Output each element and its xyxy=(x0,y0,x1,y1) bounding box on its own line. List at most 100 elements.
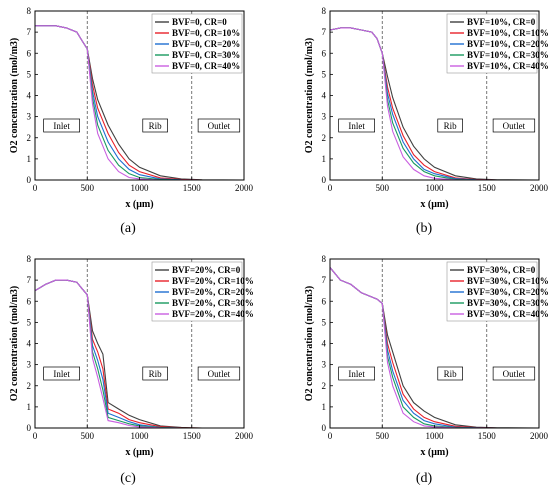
region-label-box xyxy=(338,366,375,381)
x-tick-label: 0 xyxy=(33,431,38,441)
y-tick-label: 6 xyxy=(27,48,32,58)
region-label-box xyxy=(437,366,463,381)
legend-entry: BVF=20%, CR=10% xyxy=(172,276,254,286)
x-tick-label: 500 xyxy=(81,431,95,441)
region-label-box xyxy=(197,118,241,133)
chart-panel: 0 500 1000 1500 2000 0 1 2 3 4 5 6 7 8 x (μm) O2 concen… xyxy=(9,6,254,236)
y-tick-label: 0 xyxy=(322,175,327,185)
region-label-box xyxy=(197,366,241,381)
x-tick-label: 2000 xyxy=(235,431,254,441)
y-tick-label: 1 xyxy=(27,154,32,164)
x-tick-label: 0 xyxy=(33,183,38,193)
region-label-box xyxy=(492,118,536,133)
legend-entry: BVF=20%, CR=30% xyxy=(172,298,254,308)
chart-panel: 0 500 1000 1500 2000 0 1 2 3 4 5 6 7 8 x (μm) O2 concen… xyxy=(304,6,549,236)
y-tick-label: 7 xyxy=(322,275,327,285)
legend-entry: BVF=0, CR=0 xyxy=(172,17,227,27)
y-tick-label: 5 xyxy=(27,69,32,79)
chart-panel: 0 500 1000 1500 2000 0 1 2 3 4 5 6 7 8 x (μm) O2 concen… xyxy=(9,254,254,486)
legend-entry: BVF=20%, CR=0 xyxy=(172,265,241,275)
x-tick-label: 2000 xyxy=(235,183,254,193)
region-label-box xyxy=(437,118,463,133)
panel-label: (c) xyxy=(120,471,136,486)
x-tick-label: 1000 xyxy=(131,431,150,441)
x-tick-label: 500 xyxy=(81,183,95,193)
region-label: Outlet xyxy=(208,121,231,131)
region-label-box xyxy=(43,366,80,381)
region-label-box xyxy=(492,366,536,381)
panel-label: (a) xyxy=(120,221,136,236)
y-tick-label: 6 xyxy=(27,296,32,306)
y-axis-label: O2 concentration (mol/m3) xyxy=(304,38,315,154)
x-tick-label: 500 xyxy=(376,431,390,441)
region-label: Inlet xyxy=(53,369,70,379)
region-label: Inlet xyxy=(53,121,70,131)
region-label-box xyxy=(142,118,168,133)
legend-entry: BVF=30%, CR=10% xyxy=(467,276,549,286)
x-tick-label: 1000 xyxy=(426,431,445,441)
y-tick-label: 3 xyxy=(322,112,327,122)
x-axis-label: x (μm) xyxy=(125,199,153,210)
x-tick-label: 1000 xyxy=(131,183,150,193)
panel-label: (d) xyxy=(416,471,433,486)
x-tick-label: 1500 xyxy=(478,431,497,441)
x-axis-label: x (μm) xyxy=(125,447,153,458)
region-label: Outlet xyxy=(208,369,231,379)
region-label: Inlet xyxy=(348,369,365,379)
y-tick-label: 8 xyxy=(27,6,32,16)
legend-entry: BVF=30%, CR=30% xyxy=(467,298,549,308)
legend-entry: BVF=10%, CR=0 xyxy=(467,17,536,27)
legend-entry: BVF=10%, CR=40% xyxy=(467,61,549,71)
y-tick-label: 4 xyxy=(27,91,32,101)
chart-panel: 0 500 1000 1500 2000 0 1 2 3 4 5 6 7 8 x (μm) O2 concen… xyxy=(304,254,549,486)
y-tick-label: 8 xyxy=(322,254,327,264)
x-axis-label: x (μm) xyxy=(420,447,448,458)
x-tick-label: 2000 xyxy=(530,431,549,441)
legend-entry: BVF=10%, CR=20% xyxy=(467,39,549,49)
y-axis-label: O2 concentration (mol/m3) xyxy=(9,286,20,402)
x-tick-label: 1500 xyxy=(183,431,202,441)
legend-entry: BVF=20%, CR=40% xyxy=(172,309,254,319)
y-tick-label: 2 xyxy=(27,381,32,391)
y-tick-label: 0 xyxy=(27,423,32,433)
y-tick-label: 5 xyxy=(322,317,327,327)
y-tick-label: 5 xyxy=(27,317,32,327)
legend-entry: BVF=20%, CR=20% xyxy=(172,287,254,297)
y-axis-label: O2 concentration (mol/m3) xyxy=(9,38,20,154)
y-tick-label: 8 xyxy=(27,254,32,264)
panel-label: (b) xyxy=(416,221,433,236)
region-label-box xyxy=(338,118,375,133)
legend-entry: BVF=10%, CR=30% xyxy=(467,50,549,60)
x-tick-label: 2000 xyxy=(530,183,549,193)
x-tick-label: 0 xyxy=(328,431,333,441)
x-tick-label: 1500 xyxy=(478,183,497,193)
legend-entry: BVF=0, CR=30% xyxy=(172,50,240,60)
y-tick-label: 4 xyxy=(322,339,327,349)
x-axis-label: x (μm) xyxy=(420,199,448,210)
legend-entry: BVF=0, CR=20% xyxy=(172,39,240,49)
y-tick-label: 4 xyxy=(27,339,32,349)
legend-entry: BVF=0, CR=10% xyxy=(172,28,240,38)
x-tick-label: 500 xyxy=(376,183,390,193)
y-tick-label: 6 xyxy=(322,48,327,58)
y-tick-label: 3 xyxy=(27,112,32,122)
region-label-box xyxy=(43,118,80,133)
region-label: Rib xyxy=(149,121,163,131)
y-tick-label: 2 xyxy=(322,381,327,391)
legend-entry: BVF=30%, CR=40% xyxy=(467,309,549,319)
y-tick-label: 0 xyxy=(27,175,32,185)
y-tick-label: 2 xyxy=(27,133,32,143)
region-label-box xyxy=(142,366,168,381)
legend-entry: BVF=0, CR=40% xyxy=(172,61,240,71)
y-tick-label: 5 xyxy=(322,69,327,79)
x-tick-label: 1000 xyxy=(426,183,445,193)
y-tick-label: 4 xyxy=(322,91,327,101)
y-tick-label: 1 xyxy=(322,402,327,412)
region-label: Rib xyxy=(149,369,163,379)
y-tick-label: 2 xyxy=(322,133,327,143)
y-tick-label: 7 xyxy=(27,27,32,37)
y-tick-label: 3 xyxy=(322,360,327,370)
y-tick-label: 6 xyxy=(322,296,327,306)
x-tick-label: 0 xyxy=(328,183,333,193)
